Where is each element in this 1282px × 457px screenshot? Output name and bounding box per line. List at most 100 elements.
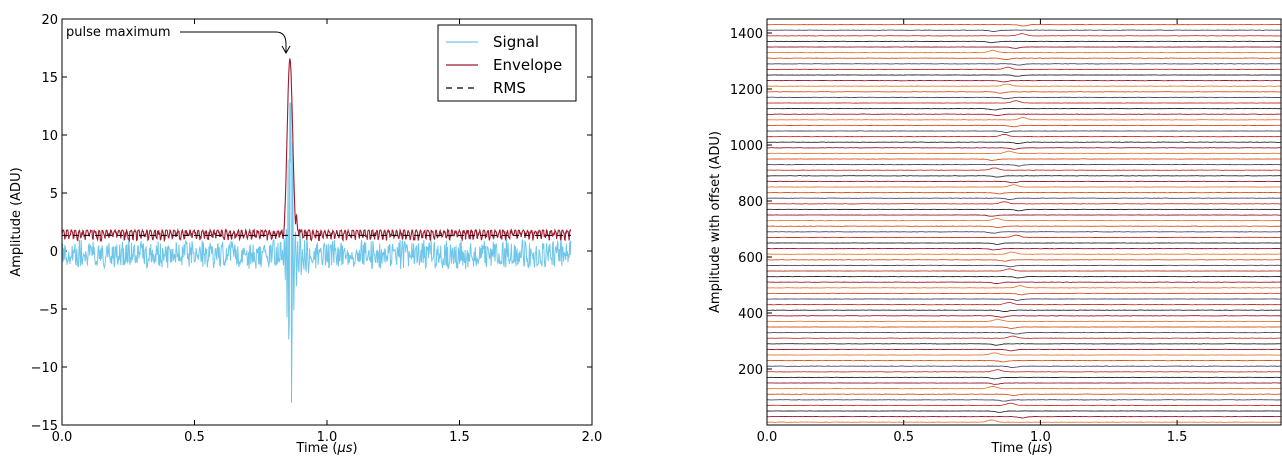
left-y-tick-label: 20 [41,13,58,28]
annotation-arrowhead [281,45,291,55]
trace-line [766,150,1282,155]
right-chart: 0.0 0.5 1.0 1.5 200 400 600 800 1000 1200 1400 Ti… [708,18,1282,456]
trace-line [766,231,1282,234]
trace-line [766,369,1282,373]
left-y-axis-label: Amplitude (ADU) [9,167,24,276]
trace-line [766,315,1282,318]
trace-line [767,251,1281,255]
trace-line [766,117,1281,121]
trace-line [766,33,1282,37]
right-y-tick-label: 1400 [730,27,763,42]
right-y-tick-label: 200 [738,363,763,378]
trace-line [767,382,1281,385]
trace-line [766,83,1282,87]
left-x-tick-label: 0.5 [184,430,205,445]
legend-box [437,24,577,102]
right-y-tick-label: 800 [738,195,763,210]
trace-line [766,247,1282,251]
trace-line [766,348,1281,352]
right-x-tick-label: 0.0 [757,430,778,445]
envelope-line [61,58,572,243]
trace-line [766,234,1282,239]
trace-line [766,285,1281,289]
legend: Signal Envelope RMS [437,24,577,102]
trace-line [766,124,1281,128]
right-y-tick-label: 1000 [730,139,763,154]
left-x-tick-label: 0.0 [52,430,73,445]
trace-line [766,419,1282,423]
trace-line [767,79,1282,83]
trace-line [767,66,1282,71]
trace-line [767,197,1282,200]
legend-signal-label: Signal [493,33,539,51]
left-chart: 0.0 0.5 1.0 1.5 2.0 −15 −10 −5 0 5 10 15 20 pulse m… [9,13,602,456]
trace-line [767,113,1282,117]
trace-line [766,214,1281,217]
trace-line [766,318,1281,323]
trace-line [766,184,1282,188]
trace-line [766,326,1282,329]
trace-line [767,46,1281,49]
right-x-axis-label: Time (μs) [990,441,1052,456]
right-y-tick-label: 600 [738,251,763,266]
trace-line [767,107,1282,111]
left-y-tick-label: −5 [39,303,58,318]
trace-line [766,191,1282,195]
trace-line [766,225,1282,229]
trace-line [766,23,1282,27]
trace-line [767,96,1282,100]
legend-envelope-label: Envelope [493,56,562,74]
trace-line [767,57,1282,60]
left-y-tick-label: −10 [31,361,58,376]
right-plot-frame [766,18,1282,426]
trace-line [766,264,1282,268]
trace-line [766,180,1281,184]
trace-line [766,91,1282,94]
trace-line [766,208,1282,212]
left-y-tick-label: 10 [41,129,58,144]
trace-line [766,410,1282,413]
trace-line [766,100,1281,104]
right-x-tick-label: 1.0 [1030,430,1051,445]
legend-rms-label: RMS [493,79,526,97]
trace-line [766,134,1282,138]
trace-line [766,335,1281,339]
left-x-axis-label: Time (μs) [295,441,357,456]
right-y-axis-label: Amplitude with offset (ADU) [708,131,723,313]
trace-line [766,268,1282,272]
trace-line [766,343,1282,346]
trace-line [766,292,1282,296]
trace-line [766,359,1282,363]
trace-line [766,130,1282,133]
pulse-maximum-annotation: pulse maximum [66,25,171,40]
trace-line [766,415,1281,419]
trace-line [766,49,1282,54]
left-x-tick-label: 1.0 [317,430,338,445]
trace-line [766,74,1282,77]
right-x-tick-label: 0.5 [893,430,914,445]
trace-line [766,301,1282,306]
right-y-tick-label: 400 [738,307,763,322]
annotation-arrow [180,31,287,52]
left-y-tick-label: −15 [31,419,58,434]
trace-line [766,386,1282,390]
trace-line [766,275,1282,279]
trace-line [766,167,1282,171]
trace-line [766,376,1282,380]
trace-line [766,402,1281,407]
left-x-tick-label: 2.0 [582,430,603,445]
left-y-tick-label: 5 [50,187,58,202]
trace-line [767,281,1282,284]
trace-line [767,141,1282,144]
trace-line [767,352,1281,356]
trace-line [767,158,1282,161]
trace-line [766,63,1282,66]
trace-line [766,399,1282,402]
left-x-tick-label: 1.5 [449,430,470,445]
trace-line [766,147,1281,150]
trace-line [766,309,1282,312]
trace-line [766,298,1282,301]
left-plot-frame [61,18,593,426]
trace-line [767,218,1282,222]
